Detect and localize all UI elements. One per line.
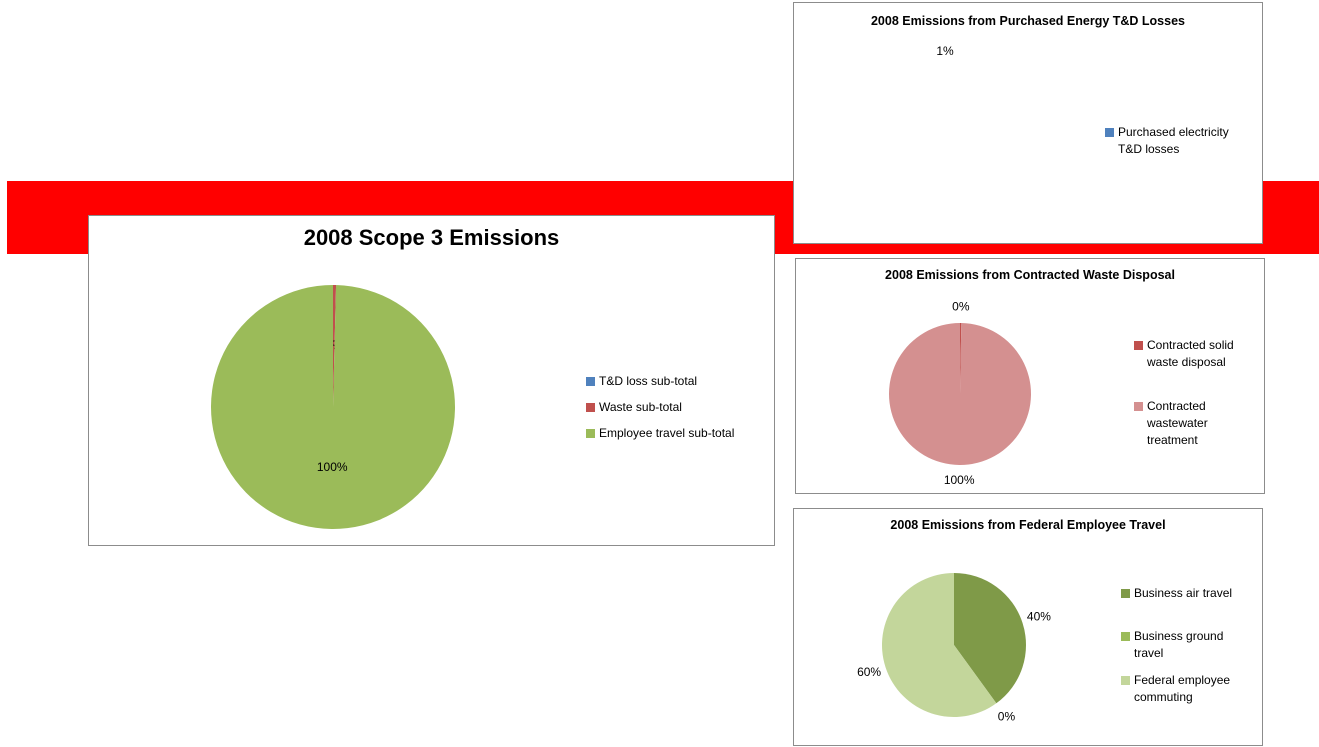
- legend-swatch: [1134, 402, 1143, 411]
- data-label: 0%: [998, 709, 1016, 723]
- legend-item: Employee travel sub-total: [586, 425, 776, 442]
- data-label: 100%: [944, 473, 975, 487]
- legend-item: Contracted wastewater treatment: [1134, 398, 1239, 449]
- legend-label: Contracted solid waste disposal: [1147, 338, 1234, 369]
- legend-swatch: [1134, 341, 1143, 350]
- legend-swatch: [586, 377, 595, 386]
- data-label: 0%: [952, 300, 970, 314]
- pie-slice: [954, 573, 1026, 704]
- pie-slice: [960, 323, 962, 394]
- chart-title: 2008 Emissions from Federal Employee Tra…: [890, 517, 1166, 532]
- data-label: 60%: [857, 665, 881, 679]
- legend-label: Business ground travel: [1134, 629, 1224, 660]
- pie-slice: [889, 323, 1032, 465]
- legend-label: Business air travel: [1134, 586, 1233, 600]
- pie-slice: [333, 285, 337, 407]
- legend-swatch: [1121, 589, 1130, 598]
- legend-label: Employee travel sub-total: [599, 426, 735, 440]
- data-label: 40%: [1027, 610, 1051, 624]
- chart-title: 2008 Emissions from Purchased Energy T&D…: [870, 13, 1185, 28]
- legend-item: Contracted solid waste disposal: [1134, 337, 1239, 371]
- chart-panel: 2008 Emissions from Contracted Waste Dis…: [795, 258, 1265, 494]
- legend-label: Waste sub-total: [599, 400, 682, 414]
- legend-item: T&D loss sub-total: [586, 373, 776, 390]
- pie-slice: [882, 573, 997, 717]
- legend-label: Federal employee commuting: [1134, 673, 1231, 704]
- legend-swatch: [1105, 128, 1114, 137]
- chart-panel: 2008 Emissions from Purchased Energy T&D…: [793, 2, 1263, 244]
- legend-item: Federal employee commuting: [1121, 672, 1239, 706]
- legend-swatch: [586, 429, 595, 438]
- legend-item: Purchased electricity T&D losses: [1105, 124, 1245, 158]
- legend-label: Purchased electricity T&D losses: [1118, 125, 1229, 156]
- legend-item: Waste sub-total: [586, 399, 776, 416]
- legend-label: T&D loss sub-total: [599, 374, 698, 388]
- chart-title: 2008 Scope 3 Emissions: [303, 224, 560, 250]
- data-label: 100%: [317, 460, 348, 474]
- data-label: 1%: [936, 44, 954, 58]
- pie-slice: [875, 60, 1015, 200]
- legend-swatch: [1121, 676, 1130, 685]
- legend-swatch: [1121, 632, 1130, 641]
- chart-title: 2008 Emissions from Contracted Waste Dis…: [885, 267, 1175, 282]
- legend-item: Business ground travel: [1121, 628, 1239, 662]
- legend-swatch: [586, 403, 595, 412]
- legend-item: Business air travel: [1121, 585, 1239, 602]
- legend-label: Contracted wastewater treatment: [1147, 399, 1208, 447]
- chart-panel: 2008 Emissions from Federal Employee Tra…: [793, 508, 1263, 746]
- pie-slice: [210, 285, 455, 529]
